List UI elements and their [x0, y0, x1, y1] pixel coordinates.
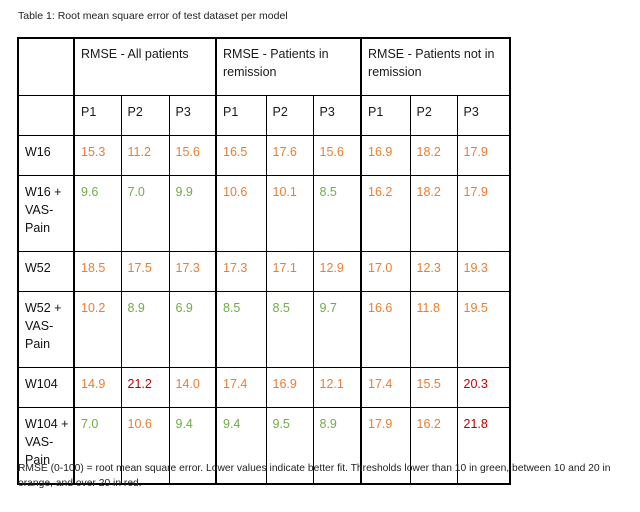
rmse-value-cell: 18.5 — [73, 251, 122, 292]
table-body: W16 15.3 11.2 15.6 16.5 17.6 15.6 16.9 18.2 17.9 … — [17, 135, 512, 485]
subheader-cell: P3 — [456, 95, 512, 136]
row-label: W16 — [17, 135, 75, 176]
rmse-value-cell: 12.1 — [312, 367, 362, 408]
rmse-value-cell: 15.3 — [73, 135, 122, 176]
rmse-value-cell: 16.5 — [215, 135, 267, 176]
subheader-cell: P1 — [360, 95, 411, 136]
rmse-value-cell: 7.0 — [73, 407, 122, 485]
rmse-value-cell: 17.0 — [360, 251, 411, 292]
group-header-all-patients: RMSE - All patients — [73, 37, 217, 96]
table-row: W104 + VAS-Pain 7.0 10.6 9.4 9.4 9.5 8.9 17.9 16… — [17, 407, 512, 485]
rmse-value-cell: 10.6 — [120, 407, 170, 485]
rmse-value-cell: 9.4 — [215, 407, 267, 485]
rmse-value-cell: 16.9 — [265, 367, 314, 408]
rmse-value-cell: 15.5 — [409, 367, 458, 408]
table-row: W104 14.9 21.2 14.0 17.4 16.9 12.1 17.4 15.5 20.3 — [17, 367, 512, 408]
rmse-value-cell: 21.2 — [120, 367, 170, 408]
rmse-value-cell: 17.5 — [120, 251, 170, 292]
rmse-value-cell: 9.5 — [265, 407, 314, 485]
subheader-cell: P2 — [409, 95, 458, 136]
rmse-value-cell: 9.9 — [168, 175, 217, 252]
rmse-value-cell: 8.9 — [312, 407, 362, 485]
rmse-value-cell: 20.3 — [456, 367, 512, 408]
subheader-cell: P1 — [73, 95, 122, 136]
subheader-cell: P2 — [120, 95, 170, 136]
rmse-value-cell: 18.2 — [409, 135, 458, 176]
subheader-cell: P1 — [215, 95, 267, 136]
rmse-value-cell: 19.3 — [456, 251, 512, 292]
row-label: W52 + VAS-Pain — [17, 291, 75, 368]
table-row: W52 + VAS-Pain 10.2 8.9 6.9 8.5 8.5 9.7 16.6 11.… — [17, 291, 512, 368]
rmse-value-cell: 9.6 — [73, 175, 122, 252]
rmse-value-cell: 16.9 — [360, 135, 411, 176]
rmse-value-cell: 19.5 — [456, 291, 512, 368]
rmse-value-cell: 18.2 — [409, 175, 458, 252]
rmse-value-cell: 10.1 — [265, 175, 314, 252]
rmse-value-cell: 17.6 — [265, 135, 314, 176]
group-header-row: RMSE - All patients RMSE - Patients in r… — [17, 37, 512, 96]
subheader-row: P1 P2 P3 P1 P2 P3 P1 P2 P3 — [17, 95, 512, 136]
rmse-value-cell: 17.9 — [456, 175, 512, 252]
rmse-value-cell: 9.7 — [312, 291, 362, 368]
rmse-value-cell: 17.4 — [360, 367, 411, 408]
rmse-value-cell: 14.9 — [73, 367, 122, 408]
rmse-value-cell: 17.3 — [168, 251, 217, 292]
rmse-value-cell: 21.8 — [456, 407, 512, 485]
group-header-in-remission: RMSE - Patients in remission — [214, 37, 362, 96]
rmse-value-cell: 15.6 — [312, 135, 362, 176]
rmse-value-cell: 11.2 — [120, 135, 170, 176]
row-label: W104 — [17, 367, 75, 408]
rmse-value-cell: 16.2 — [360, 175, 411, 252]
row-label: W16 + VAS-Pain — [17, 175, 75, 252]
rmse-value-cell: 10.2 — [73, 291, 122, 368]
rmse-value-cell: 17.4 — [215, 367, 267, 408]
row-label: W52 — [17, 251, 75, 292]
table-row: W16 15.3 11.2 15.6 16.5 17.6 15.6 16.9 18.2 17.9 — [17, 135, 512, 176]
rmse-value-cell: 16.2 — [409, 407, 458, 485]
table-caption: Table 1: Root mean square error of test … — [18, 10, 288, 22]
rmse-value-cell: 12.3 — [409, 251, 458, 292]
group-header-not-in-remission: RMSE - Patients not in remission — [360, 37, 512, 96]
table-row: W16 + VAS-Pain 9.6 7.0 9.9 10.6 10.1 8.5 16.2 18… — [17, 175, 512, 252]
corner-cell — [17, 37, 75, 96]
subheader-empty-cell — [17, 95, 75, 136]
rmse-value-cell: 14.0 — [168, 367, 217, 408]
rmse-value-cell: 8.9 — [120, 291, 170, 368]
rmse-value-cell: 17.3 — [215, 251, 267, 292]
row-label: W104 + VAS-Pain — [17, 407, 75, 485]
subheader-cell: P3 — [168, 95, 217, 136]
rmse-value-cell: 17.9 — [456, 135, 512, 176]
rmse-value-cell: 7.0 — [120, 175, 170, 252]
rmse-value-cell: 10.6 — [215, 175, 267, 252]
rmse-value-cell: 17.1 — [265, 251, 314, 292]
subheader-cell: P3 — [312, 95, 362, 136]
footnote: RMSE (0-100) = root mean square error. L… — [18, 463, 611, 489]
rmse-value-cell: 8.5 — [312, 175, 362, 252]
rmse-value-cell: 15.6 — [168, 135, 217, 176]
table-row: W52 18.5 17.5 17.3 17.3 17.1 12.9 17.0 12.3 19.3 — [17, 251, 512, 292]
rmse-value-cell: 16.6 — [360, 291, 411, 368]
rmse-value-cell: 11.8 — [409, 291, 458, 368]
rmse-table: RMSE - All patients RMSE - Patients in r… — [17, 37, 512, 485]
rmse-value-cell: 6.9 — [168, 291, 217, 368]
subheader-cell: P2 — [265, 95, 314, 136]
rmse-value-cell: 8.5 — [215, 291, 267, 368]
rmse-value-cell: 12.9 — [312, 251, 362, 292]
rmse-value-cell: 8.5 — [265, 291, 314, 368]
